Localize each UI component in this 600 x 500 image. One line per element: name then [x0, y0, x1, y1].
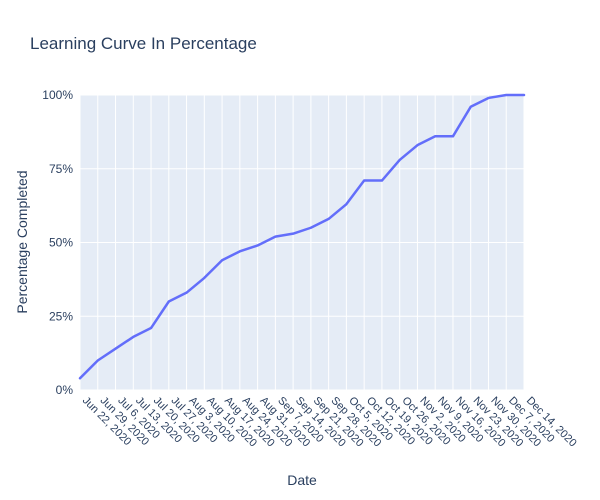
- learning-curve-line: [78, 93, 526, 380]
- y-axis-title: Percentage Completed: [14, 170, 30, 314]
- y-tick-label: 25%: [49, 309, 73, 323]
- y-tick-label: 75%: [49, 162, 73, 176]
- x-axis-title: Date: [287, 472, 317, 488]
- y-tick-label: 0%: [56, 383, 74, 397]
- chart-title: Learning Curve In Percentage: [30, 34, 257, 53]
- y-tick-label: 50%: [49, 236, 73, 250]
- y-tick-label: 100%: [42, 88, 73, 102]
